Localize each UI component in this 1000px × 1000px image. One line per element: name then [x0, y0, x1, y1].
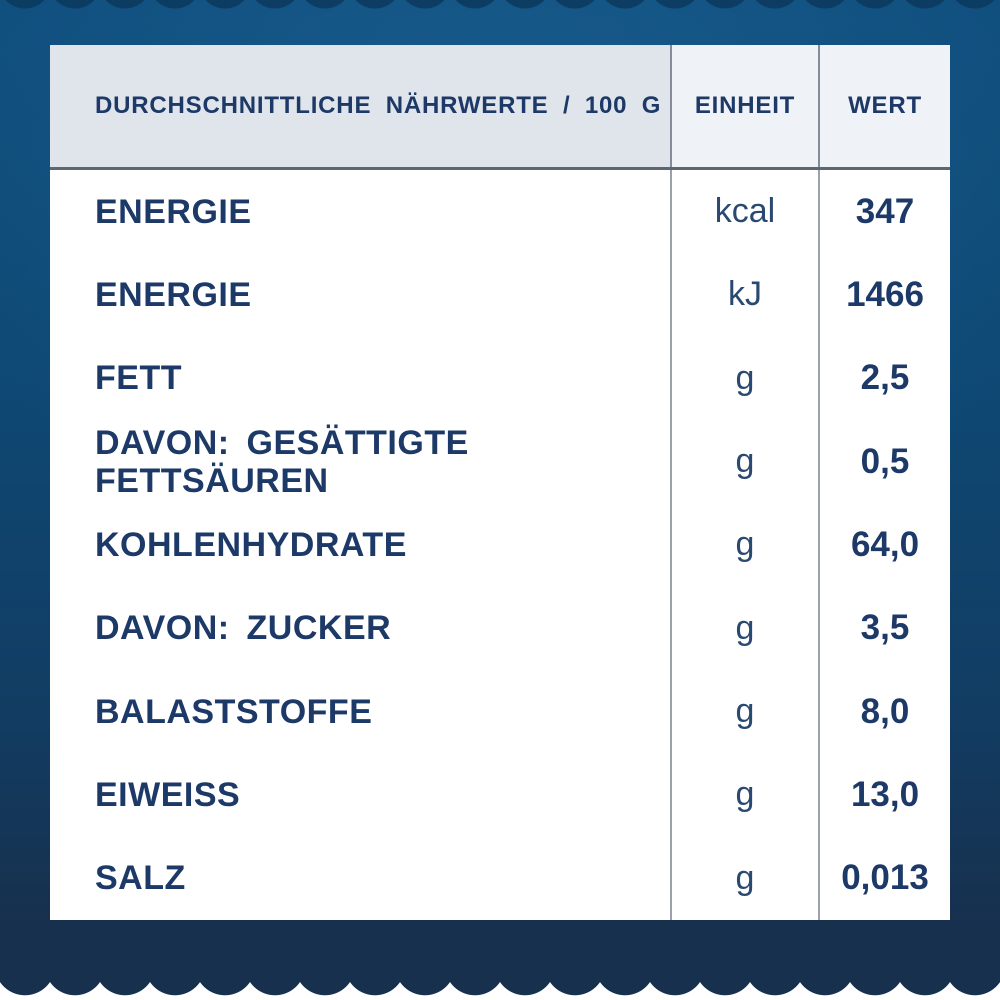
- nutrition-table: DURCHSCHNITTLICHE NÄHRWERTE / 100 G EINH…: [50, 45, 950, 920]
- table-row: ENERGIE kJ 1466: [50, 253, 950, 337]
- header-nutrients-per-100g: DURCHSCHNITTLICHE NÄHRWERTE / 100 G: [50, 45, 670, 167]
- scallop-top-edge: [0, 0, 1000, 12]
- table-row: SALZ g 0,013: [50, 836, 950, 920]
- nutrient-label-cell: DAVON: ZUCKER: [50, 587, 670, 670]
- nutrient-unit: g: [670, 336, 818, 420]
- nutrient-label-cell: EIWEISS: [50, 753, 670, 836]
- nutrient-unit: g: [670, 503, 818, 587]
- nutrient-value: 0,5: [818, 419, 950, 504]
- nutrient-unit: g: [670, 586, 818, 670]
- table-row: KOHLENHYDRATE g 64,0: [50, 503, 950, 587]
- nutrient-label-cell: BALASTSTOFFE: [50, 670, 670, 753]
- table-row: ENERGIE kcal 347: [50, 170, 950, 254]
- nutrient-label-cell: ENERGIE: [50, 170, 670, 253]
- nutrient-label: KOHLENHYDRATE: [95, 525, 407, 564]
- table-row: FETT g 2,5: [50, 336, 950, 420]
- nutrient-unit: g: [670, 419, 818, 504]
- nutrient-value: 347: [818, 170, 950, 254]
- nutrient-label-cell: KOHLENHYDRATE: [50, 503, 670, 586]
- header-unit: EINHEIT: [670, 45, 818, 167]
- nutrient-label: ENERGIE: [95, 192, 252, 231]
- nutrient-label: DAVON: ZUCKER: [95, 609, 392, 648]
- table-row: DAVON: GESÄTTIGTE FETTSÄUREN g 0,5: [50, 419, 950, 504]
- table-row: BALASTSTOFFE g 8,0: [50, 669, 950, 754]
- nutrient-unit: kcal: [670, 170, 818, 254]
- table-row: DAVON: ZUCKER g 3,5: [50, 586, 950, 670]
- header-value: WERT: [818, 45, 950, 167]
- nutrient-label: SALZ: [95, 859, 186, 898]
- nutrient-label-cell: ENERGIE: [50, 253, 670, 336]
- nutrient-value: 13,0: [818, 753, 950, 837]
- nutrient-value: 64,0: [818, 503, 950, 587]
- nutrient-unit: g: [670, 669, 818, 754]
- nutrient-label: FETT: [95, 359, 182, 398]
- nutrient-label: ENERGIE: [95, 275, 252, 314]
- nutrient-label-cell: FETT: [50, 337, 670, 420]
- nutrient-value: 8,0: [818, 669, 950, 754]
- nutrient-unit: g: [670, 753, 818, 837]
- nutrient-label: BALASTSTOFFE: [95, 692, 373, 731]
- nutrient-label: DAVON: GESÄTTIGTE FETTSÄUREN: [95, 423, 469, 500]
- nutrient-unit: kJ: [670, 253, 818, 337]
- nutrient-label-cell: SALZ: [50, 837, 670, 920]
- table-row: EIWEISS g 13,0: [50, 753, 950, 837]
- nutrient-value: 0,013: [818, 836, 950, 920]
- nutrient-label-cell: DAVON: GESÄTTIGTE FETTSÄUREN: [50, 420, 670, 503]
- nutrient-label: EIWEISS: [95, 775, 241, 814]
- nutrient-value: 3,5: [818, 586, 950, 670]
- scallop-bottom-edge: [0, 920, 1000, 1000]
- nutrient-value: 2,5: [818, 336, 950, 420]
- nutrient-value: 1466: [818, 253, 950, 337]
- table-body: ENERGIE kcal 347 ENERGIE kJ 1466 FETT g …: [50, 170, 950, 920]
- nutrient-unit: g: [670, 836, 818, 920]
- table-header-row: DURCHSCHNITTLICHE NÄHRWERTE / 100 G EINH…: [50, 45, 950, 170]
